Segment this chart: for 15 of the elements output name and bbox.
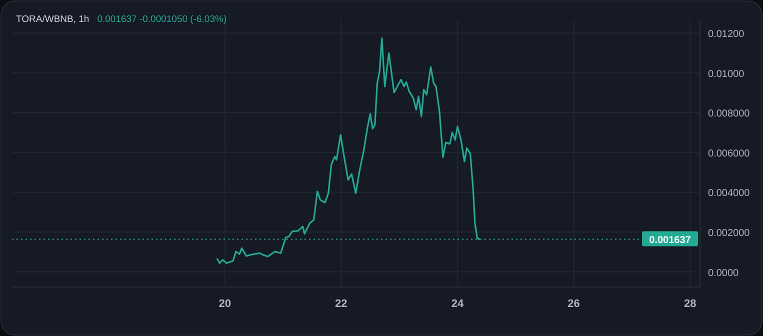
y-tick-label: 0.01000 — [708, 68, 745, 80]
y-tick-label: 0.008000 — [708, 108, 750, 120]
x-tick-label: 24 — [451, 298, 464, 310]
x-tick-label: 20 — [218, 298, 231, 310]
y-tick-label: 0.004000 — [708, 188, 750, 200]
annotation: 0.001637 -0.0001050 (-6.03%) — [97, 14, 227, 25]
y-tick-label: 0.002000 — [708, 228, 750, 240]
ref-line-label: 0.001637 — [649, 234, 692, 246]
x-tick-label: 22 — [335, 298, 348, 310]
chart-title: TORA/WBNB, 1h — [16, 14, 90, 25]
x-tick-label: 26 — [568, 298, 580, 310]
y-tick-label: 0.01200 — [708, 28, 745, 40]
y-tick-label: 0.0000 — [708, 268, 740, 279]
y-tick-label: 0.006000 — [708, 148, 750, 160]
x-tick-label: 28 — [684, 298, 696, 310]
